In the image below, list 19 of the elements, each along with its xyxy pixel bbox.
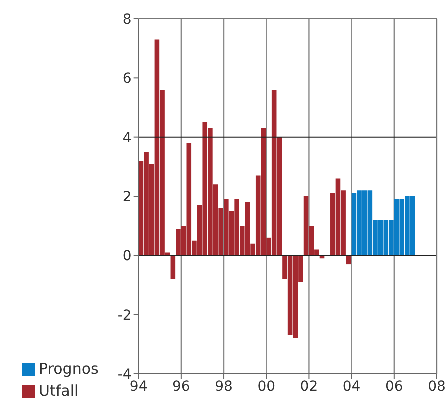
x-tick-label: 98 bbox=[215, 378, 233, 395]
y-tick-label: 6 bbox=[122, 71, 132, 88]
bar bbox=[170, 256, 176, 280]
x-tick-label: 96 bbox=[172, 378, 190, 395]
y-tick-label: -2 bbox=[118, 308, 132, 324]
bar bbox=[346, 256, 352, 265]
x-tick-label: 06 bbox=[385, 378, 404, 395]
x-tick-label: 04 bbox=[342, 378, 361, 395]
x-tick-label: 00 bbox=[258, 378, 276, 395]
x-tick-label: 02 bbox=[300, 378, 318, 395]
y-tick-label: -4 bbox=[118, 366, 132, 383]
x-tick-label: 08 bbox=[428, 378, 445, 395]
x-tick-label: 94 bbox=[130, 378, 148, 395]
y-tick-label: 8 bbox=[122, 12, 132, 28]
legend-label: Prognos bbox=[39, 360, 99, 378]
y-tick-label: 4 bbox=[122, 130, 132, 146]
legend-label: Utfall bbox=[39, 382, 79, 400]
y-tick-label: 0 bbox=[122, 248, 132, 265]
y-tick-label: 2 bbox=[122, 189, 132, 206]
